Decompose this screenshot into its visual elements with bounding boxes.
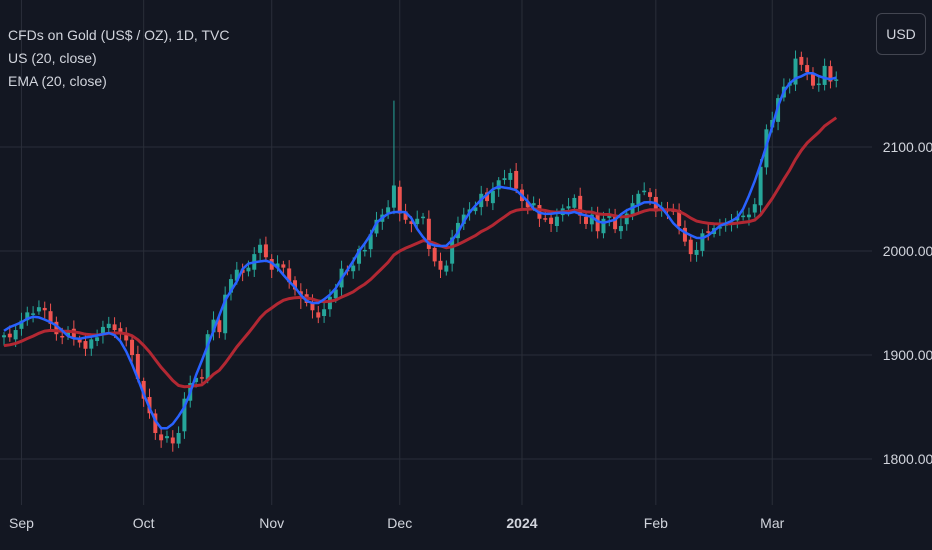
x-tick-label: Feb (644, 515, 668, 531)
candle (694, 241, 699, 262)
candle (490, 182, 495, 211)
x-tick-label: Sep (9, 515, 34, 531)
x-tick-label: Dec (387, 515, 412, 531)
candle (170, 430, 175, 452)
candle (54, 316, 59, 341)
candle (473, 201, 478, 215)
candle (822, 58, 827, 91)
candle (322, 302, 327, 323)
grid-lines (0, 0, 872, 505)
candle (810, 67, 815, 90)
candle (159, 426, 164, 448)
candle (508, 168, 513, 189)
candle (816, 76, 821, 92)
x-tick-label: Mar (760, 515, 784, 531)
candle (607, 208, 612, 227)
candle (514, 163, 519, 194)
indicator-ma-label[interactable]: US (20, close) (8, 50, 97, 66)
candle (828, 60, 833, 89)
candle (391, 100, 396, 215)
candle (543, 210, 548, 223)
candle (432, 243, 437, 267)
candle (66, 326, 71, 340)
candle (100, 320, 105, 344)
candle (42, 301, 47, 319)
candle (153, 409, 158, 440)
candle (642, 182, 647, 196)
candle (793, 50, 798, 92)
indicator-ema-label[interactable]: EMA (20, close) (8, 73, 107, 89)
candle (164, 430, 169, 443)
candle (316, 305, 321, 324)
candle (578, 187, 583, 224)
x-tick-label: 2024 (506, 515, 537, 531)
candle (834, 71, 839, 88)
symbol-title[interactable]: CFDs on Gold (US$ / OZ), 1D, TVC (8, 27, 230, 43)
candle (397, 180, 402, 222)
candle (205, 330, 210, 384)
y-tick-label: 1900.00 (883, 347, 932, 363)
candle (706, 223, 711, 241)
candle (25, 306, 30, 326)
y-tick-label: 2100.00 (883, 139, 932, 155)
candle (263, 236, 268, 263)
y-axis[interactable]: 2100.00 2000.00 1900.00 1800.00 (883, 139, 932, 467)
candle (223, 286, 228, 340)
currency-button[interactable]: USD (876, 13, 926, 55)
y-tick-label: 1800.00 (883, 451, 932, 467)
y-tick-label: 2000.00 (883, 243, 932, 259)
candle (386, 200, 391, 219)
candle (426, 210, 431, 257)
candle (618, 218, 623, 239)
candle (438, 252, 443, 279)
candle (688, 234, 693, 262)
candle (525, 194, 530, 215)
candle (549, 212, 554, 233)
candle (799, 51, 804, 71)
candle (2, 332, 6, 346)
candle (182, 392, 187, 439)
candle (752, 198, 757, 218)
candle (421, 212, 426, 225)
candle (758, 159, 763, 213)
x-axis[interactable]: Sep Oct Nov Dec 2024 Feb Mar (9, 515, 785, 531)
candle (485, 187, 490, 207)
ma-line (3, 71, 837, 430)
candle (31, 306, 36, 323)
candle (269, 254, 274, 279)
candle (106, 316, 111, 332)
candle (118, 322, 123, 340)
candle (287, 260, 292, 289)
candle (89, 334, 94, 356)
candle (805, 57, 810, 81)
ema-line (3, 116, 838, 389)
candle (258, 238, 263, 261)
candle (624, 208, 629, 231)
x-tick-label: Nov (259, 515, 284, 531)
candle (444, 260, 449, 276)
x-tick-label: Oct (133, 515, 155, 531)
candle (48, 303, 53, 330)
candle (228, 274, 233, 301)
candle (211, 311, 216, 341)
candle (217, 316, 222, 339)
candle (176, 426, 181, 449)
candle (461, 207, 466, 230)
candle (700, 229, 705, 257)
candle (130, 335, 135, 364)
candle (36, 300, 41, 315)
candle (19, 312, 24, 336)
candle (124, 327, 129, 347)
candle (450, 229, 455, 272)
candle (502, 169, 507, 185)
chart-legend: CFDs on Gold (US$ / OZ), 1D, TVC US (20,… (8, 24, 229, 93)
candle (613, 208, 618, 234)
candle (95, 329, 100, 347)
candle (601, 211, 606, 239)
candle (415, 210, 420, 230)
candle (636, 190, 641, 213)
